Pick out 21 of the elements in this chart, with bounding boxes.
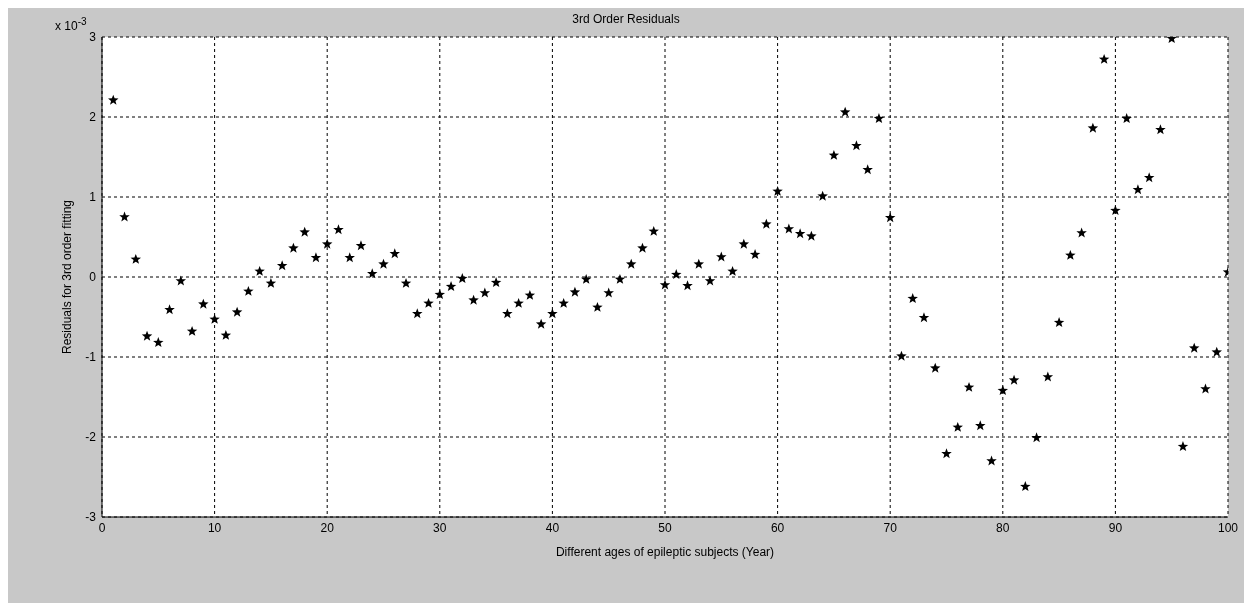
text: x 10$^{-3}$ — [55, 16, 87, 33]
x-tick-label: 20 — [320, 520, 335, 535]
x-tick-label: 10 — [207, 520, 222, 535]
x-tick-label: 40 — [545, 520, 560, 535]
y-axis-title: Residuals for 3rd order fitting — [60, 199, 75, 355]
y-tick-label: -2 — [85, 430, 97, 445]
y-tick-label: 3 — [89, 30, 97, 45]
y-tick-label: 2 — [89, 110, 97, 125]
y-tick-label: 0 — [89, 270, 97, 285]
y-tick-label: -3 — [85, 510, 97, 525]
y-tick-label: -1 — [85, 350, 97, 365]
x-tick-label: 70 — [883, 520, 898, 535]
x-tick-label: 30 — [433, 520, 447, 535]
chart-title: 3rd Order Residuals — [572, 12, 680, 26]
x-tick-label: 80 — [996, 520, 1010, 535]
y-tick-label: 1 — [89, 190, 97, 205]
x-axis-title: Different ages of epileptic subjects (Year) — [555, 545, 775, 559]
x-tick-label: 90 — [1108, 520, 1123, 535]
x-tick-label: 100 — [1217, 520, 1239, 535]
x-tick-label: 60 — [770, 520, 785, 535]
x-tick-label: 50 — [658, 520, 672, 535]
